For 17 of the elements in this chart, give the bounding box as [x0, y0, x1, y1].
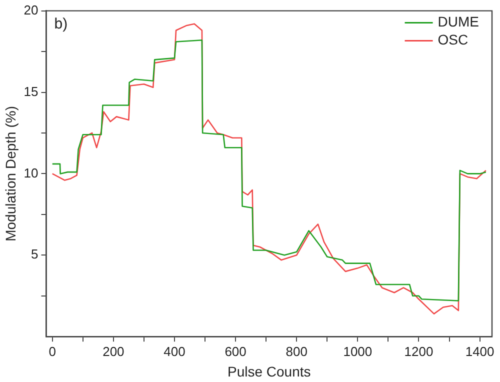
- x-axis-title: Pulse Counts: [227, 363, 311, 380]
- x-tick-label: 600: [224, 344, 246, 359]
- y-axis-title: Modulation Depth (%): [2, 106, 18, 242]
- annotation: b): [54, 15, 68, 32]
- legend-label: DUME: [438, 14, 480, 30]
- x-tick-label: 1400: [465, 344, 494, 359]
- x-tick-label: 1200: [404, 344, 434, 359]
- x-tick-label: 400: [164, 344, 186, 359]
- y-tick-label: 15: [24, 84, 38, 99]
- y-tick-label: 10: [24, 165, 38, 180]
- x-tick-label: 1000: [343, 344, 372, 359]
- y-tick-label: 20: [24, 2, 38, 18]
- x-tick-label: 200: [102, 344, 124, 359]
- legend-label: OSC: [438, 32, 468, 48]
- y-tick-label: 5: [31, 246, 38, 262]
- x-tick-label: 0: [48, 344, 56, 359]
- x-tick-label: 800: [286, 344, 308, 359]
